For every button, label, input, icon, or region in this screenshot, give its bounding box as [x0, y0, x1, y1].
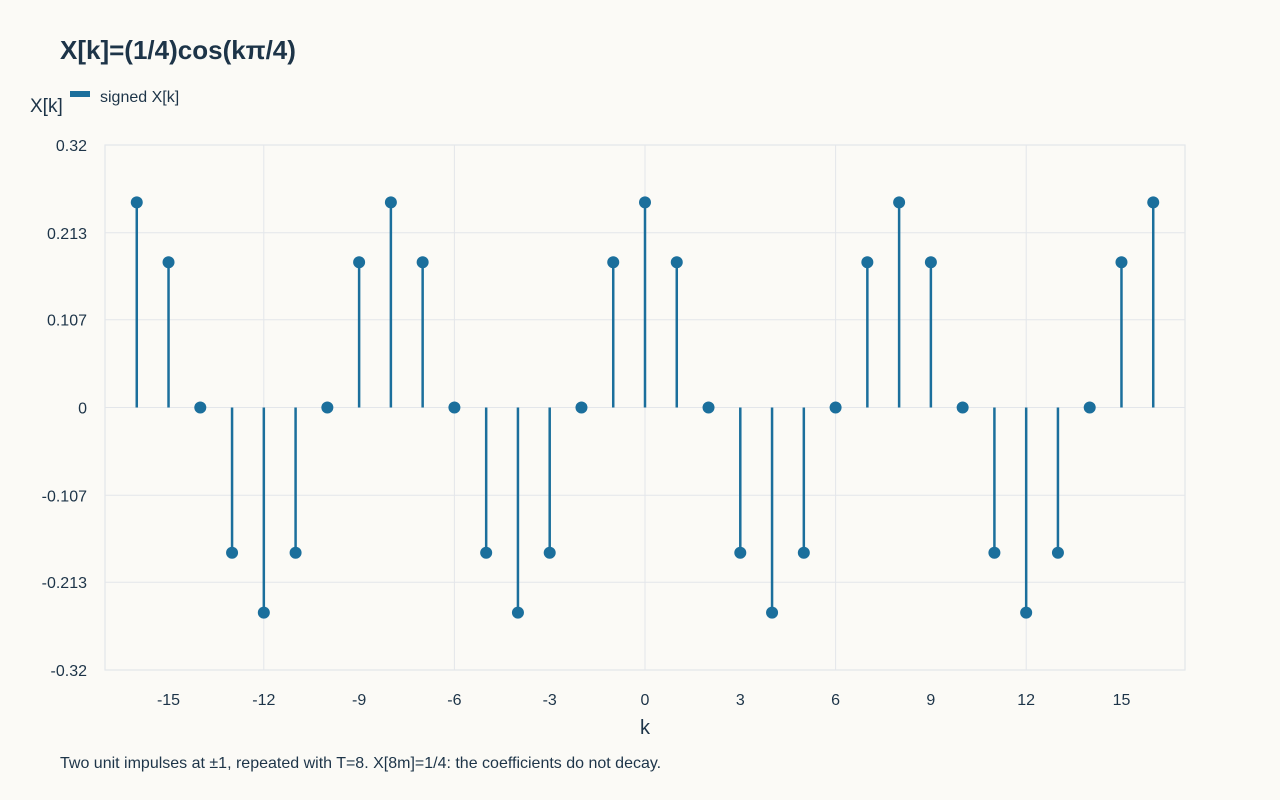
stem-marker — [289, 546, 302, 559]
x-tick-label: 15 — [1113, 692, 1131, 709]
stem-marker — [829, 401, 842, 414]
stem-marker — [321, 401, 334, 414]
axes: 0.32 0.213 0.107 0 -0.107 -0.213 -0.32 -15 -12 -9… — [42, 138, 1131, 709]
legend: signed X[k] — [70, 89, 179, 107]
x-tick-label: -9 — [352, 692, 366, 709]
x-tick-label: -3 — [543, 692, 557, 709]
x-tick-label: 12 — [1017, 692, 1035, 709]
stem-marker — [797, 546, 810, 559]
stem-marker — [1083, 401, 1096, 414]
stem-marker — [1020, 606, 1033, 619]
stem-marker — [1147, 196, 1160, 209]
stem-marker — [956, 401, 969, 414]
y-axis-label: X[k] — [30, 96, 63, 117]
stem-marker — [893, 196, 906, 209]
stem-marker — [194, 401, 207, 414]
chart-title: X[k]=(1/4)cos(kπ/4) — [60, 35, 296, 65]
stem-marker — [448, 401, 461, 414]
stem-marker — [480, 546, 493, 559]
stem-marker — [988, 546, 1001, 559]
x-tick-label: 3 — [736, 692, 745, 709]
stem-marker — [1051, 546, 1064, 559]
stem-marker — [639, 196, 651, 209]
stem-marker — [575, 401, 588, 414]
y-tick-label: 0.32 — [56, 138, 87, 155]
legend-label: signed X[k] — [100, 89, 180, 106]
stem-marker — [511, 606, 524, 619]
stem-marker — [924, 256, 937, 269]
chart-caption: Two unit impulses at ±1, repeated with T… — [60, 755, 662, 772]
x-tick-label: -15 — [157, 692, 180, 709]
stem-marker — [543, 546, 556, 559]
stem-marker — [702, 401, 715, 414]
stem-marker — [1115, 256, 1128, 269]
stem-marker — [257, 606, 270, 619]
stem-marker — [130, 196, 143, 209]
y-tick-label: -0.213 — [42, 575, 87, 592]
stem-marker — [226, 546, 239, 559]
stem-marker — [734, 546, 747, 559]
stem-marker — [384, 196, 397, 209]
y-tick-label: 0 — [78, 401, 87, 418]
x-tick-label: -12 — [252, 692, 275, 709]
x-tick-label: 6 — [831, 692, 840, 709]
y-tick-label: -0.32 — [51, 663, 88, 680]
x-tick-label: 9 — [926, 692, 935, 709]
stems — [130, 196, 1160, 619]
stem-marker — [861, 256, 874, 269]
stem-marker — [607, 256, 620, 269]
stem-marker — [416, 256, 429, 269]
y-tick-label: 0.107 — [47, 313, 87, 330]
y-tick-label: -0.107 — [42, 488, 87, 505]
x-tick-label: 0 — [641, 692, 650, 709]
legend-swatch — [70, 91, 90, 97]
stem-marker — [353, 256, 366, 269]
x-axis-label: k — [640, 717, 651, 739]
stem-marker — [670, 256, 683, 269]
x-tick-label: -6 — [447, 692, 461, 709]
y-tick-label: 0.213 — [47, 226, 87, 243]
stem-marker — [766, 606, 779, 619]
stem-marker — [162, 256, 175, 269]
